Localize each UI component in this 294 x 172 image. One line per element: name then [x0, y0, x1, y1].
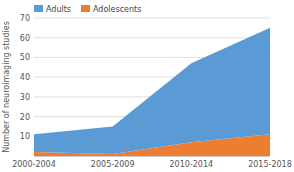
y-axis-label: Number of neuroimaging studies: [2, 21, 11, 153]
x-axis-line: [34, 156, 270, 157]
grid-line: [34, 37, 270, 38]
y-tick-label: 30: [20, 93, 30, 102]
grid-line: [34, 18, 270, 19]
x-tick-label: 2005-2009: [91, 160, 135, 169]
x-tick-label: 2000-2004: [12, 160, 56, 169]
legend: Adults Adolescents: [34, 5, 141, 14]
area: [34, 28, 270, 154]
areas: [34, 28, 270, 156]
y-tick-label: 10: [20, 132, 30, 141]
y-tick-label: 70: [20, 14, 30, 23]
chart-container: 10 20 30 40 50 60 70 2000-2004 2005-2009 2010-201…: [0, 0, 294, 172]
legend-label: Adolescents: [93, 5, 141, 14]
y-tick-label: 20: [20, 113, 30, 122]
chart: 10 20 30 40 50 60 70 2000-2004 2005-2009 2010-201…: [0, 0, 294, 172]
y-tick-label: 60: [20, 34, 30, 43]
x-tick-label: 2015-2018: [248, 160, 292, 169]
x-tick-label: 2010-2014: [170, 160, 214, 169]
legend-label: Adults: [46, 5, 71, 14]
legend-swatch: [81, 5, 90, 12]
y-tick-label: 40: [20, 73, 30, 82]
y-tick-label: 50: [20, 53, 30, 62]
legend-swatch: [34, 5, 43, 12]
